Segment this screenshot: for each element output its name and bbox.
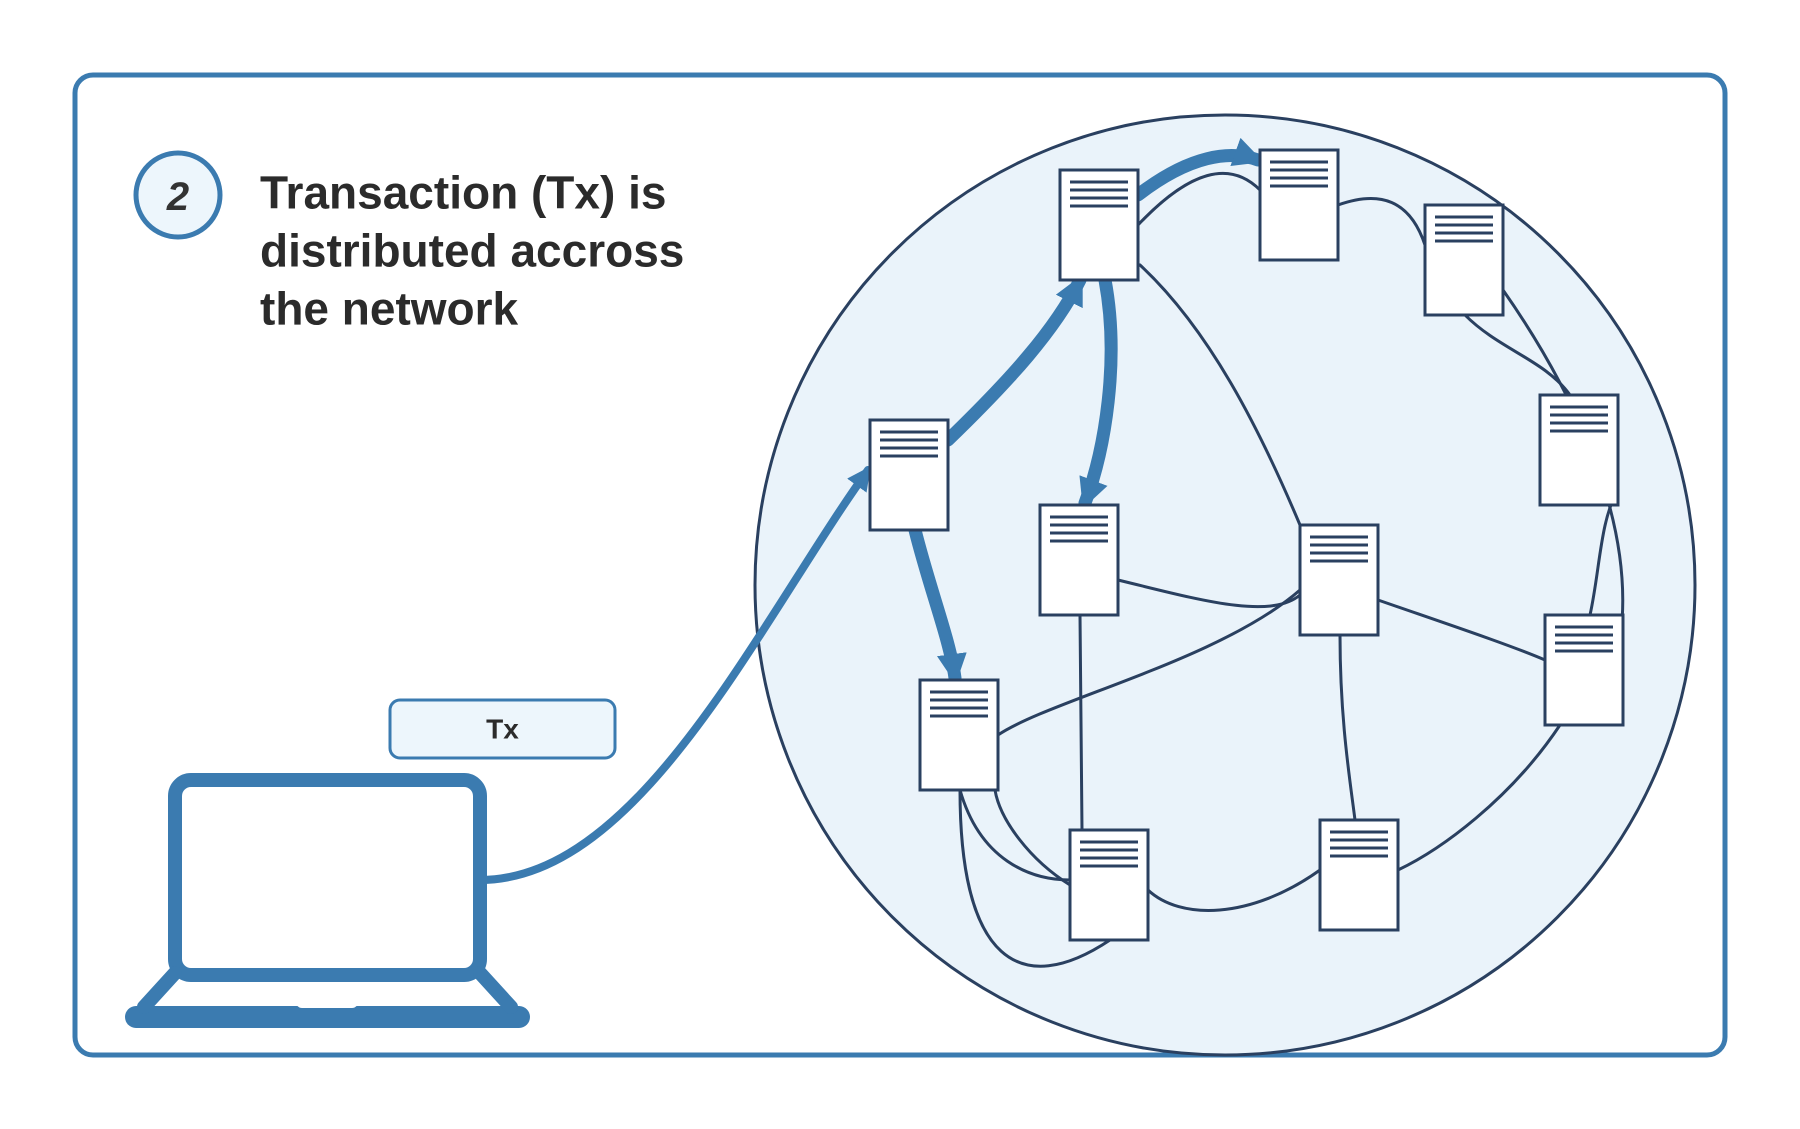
step-badge-number: 2 [166,175,189,219]
tx-badge: Tx [390,700,615,758]
server-node [920,680,998,790]
server-node [1060,170,1138,280]
server-node [1545,615,1623,725]
diagram-title-line: distributed accross [260,225,684,277]
tx-badge-label: Tx [486,714,519,745]
server-node [870,420,948,530]
network-circle [755,115,1695,1055]
server-node [1070,830,1148,940]
diagram-title-line: the network [260,283,519,335]
diagram-title-line: Transaction (Tx) is [260,167,666,219]
server-node [1320,820,1398,930]
server-node [1040,505,1118,615]
server-node [1300,525,1378,635]
step-badge: 2 [136,153,220,237]
server-node [1260,150,1338,260]
server-node [1425,205,1503,315]
network-edge [1080,615,1082,830]
server-node [1540,395,1618,505]
